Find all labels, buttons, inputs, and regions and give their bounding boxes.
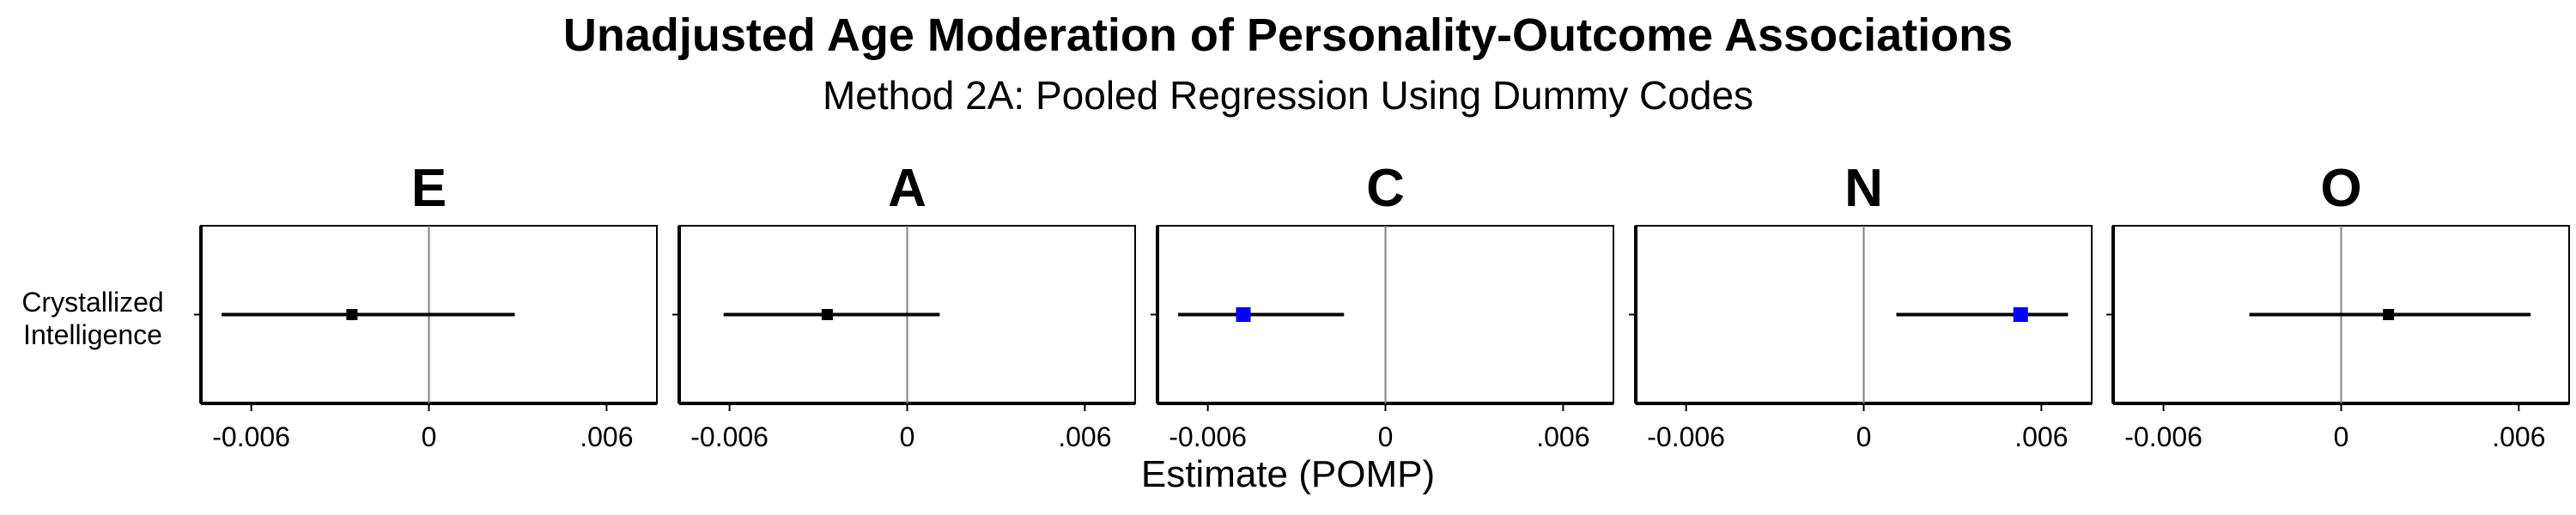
y-category-label-line2: Intelligence xyxy=(23,319,162,350)
x-tick-label-c-1: 0 xyxy=(1378,421,1394,452)
estimate-point-c xyxy=(1236,307,1251,322)
panel-header-e: E xyxy=(411,159,447,218)
panel-header-n: N xyxy=(1844,159,1883,218)
y-category-label-line1: Crystallized xyxy=(21,287,164,318)
x-tick-label-o-2: .006 xyxy=(2492,421,2545,452)
panel-header-o: O xyxy=(2320,159,2361,218)
x-tick-label-n-0: -0.006 xyxy=(1647,421,1725,452)
x-tick-label-n-2: .006 xyxy=(2014,421,2068,452)
x-tick-label-n-1: 0 xyxy=(1856,421,1872,452)
chart-subtitle: Method 2A: Pooled Regression Using Dummy… xyxy=(822,73,1754,118)
x-tick-label-o-1: 0 xyxy=(2334,421,2349,452)
x-tick-label-c-0: -0.006 xyxy=(1169,421,1247,452)
estimate-point-a xyxy=(821,309,833,320)
x-tick-label-a-0: -0.006 xyxy=(690,421,769,452)
chart-title: Unadjusted Age Moderation of Personality… xyxy=(562,9,2014,61)
x-axis-label: Estimate (POMP) xyxy=(1140,453,1436,495)
estimate-point-n xyxy=(2013,307,2028,322)
panel-header-a: A xyxy=(888,159,927,218)
x-tick-label-a-2: .006 xyxy=(1058,421,1111,452)
estimate-point-o xyxy=(2383,309,2395,320)
x-tick-label-a-1: 0 xyxy=(900,421,915,452)
panel-header-c: C xyxy=(1366,159,1405,218)
x-tick-label-e-0: -0.006 xyxy=(212,421,290,452)
x-tick-label-o-0: -0.006 xyxy=(2124,421,2202,452)
estimate-point-e xyxy=(346,309,358,320)
x-tick-label-e-1: 0 xyxy=(422,421,437,452)
x-tick-label-e-2: .006 xyxy=(580,421,633,452)
x-tick-label-c-2: .006 xyxy=(1536,421,1589,452)
